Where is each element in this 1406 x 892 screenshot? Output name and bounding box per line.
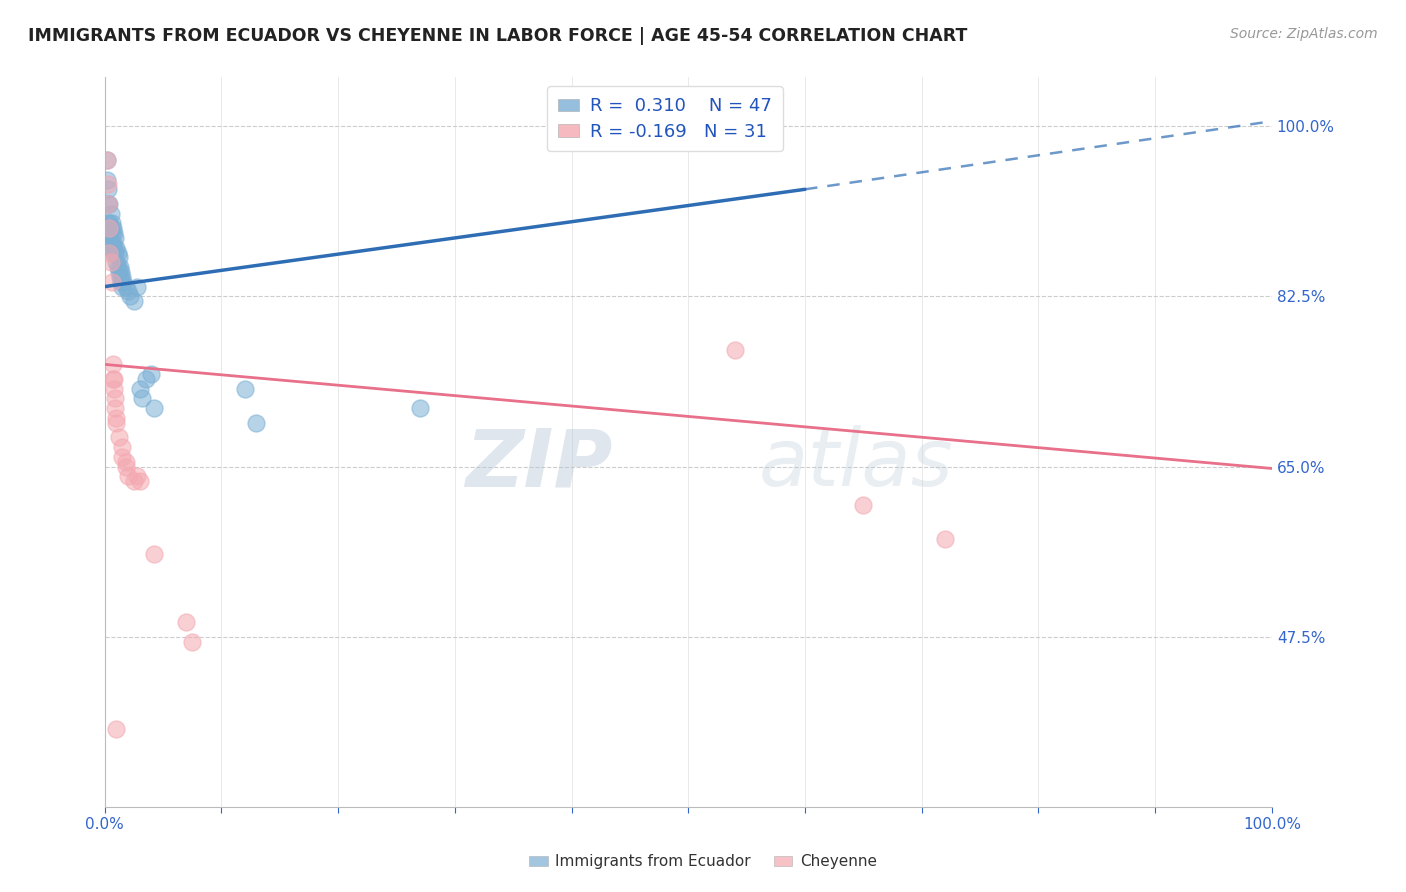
Point bbox=[101, 245, 124, 260]
Point bbox=[114, 279, 136, 293]
Point bbox=[97, 197, 120, 211]
Point bbox=[104, 401, 127, 416]
Point bbox=[98, 221, 121, 235]
Point bbox=[176, 615, 198, 629]
Point bbox=[111, 440, 134, 454]
Text: IMMIGRANTS FROM ECUADOR VS CHEYENNE IN LABOR FORCE | AGE 45-54 CORRELATION CHART: IMMIGRANTS FROM ECUADOR VS CHEYENNE IN L… bbox=[28, 27, 967, 45]
Point bbox=[101, 358, 124, 372]
Point bbox=[141, 367, 163, 381]
Point bbox=[111, 279, 134, 293]
Point bbox=[122, 474, 145, 488]
Point bbox=[100, 275, 122, 289]
Point bbox=[105, 416, 128, 430]
Point bbox=[105, 410, 128, 425]
Point bbox=[107, 260, 129, 274]
Point bbox=[128, 474, 150, 488]
Point bbox=[131, 392, 153, 406]
Point bbox=[107, 245, 129, 260]
Point bbox=[105, 255, 128, 269]
Point bbox=[122, 294, 145, 309]
Point bbox=[100, 255, 122, 269]
Point bbox=[117, 469, 139, 483]
Point bbox=[100, 206, 122, 220]
Point bbox=[112, 275, 135, 289]
Point bbox=[97, 216, 120, 230]
Point bbox=[110, 275, 132, 289]
Legend: Immigrants from Ecuador, Cheyenne: Immigrants from Ecuador, Cheyenne bbox=[523, 848, 883, 875]
Point bbox=[98, 216, 121, 230]
Point bbox=[127, 279, 149, 293]
Text: Source: ZipAtlas.com: Source: ZipAtlas.com bbox=[1230, 27, 1378, 41]
Point bbox=[104, 245, 127, 260]
Point bbox=[120, 289, 142, 303]
Text: atlas: atlas bbox=[758, 425, 953, 503]
Point bbox=[104, 231, 127, 245]
Point bbox=[96, 153, 118, 168]
Point bbox=[135, 372, 157, 386]
Point bbox=[142, 547, 165, 561]
Point bbox=[111, 269, 134, 284]
Point bbox=[97, 182, 120, 196]
Point bbox=[142, 401, 165, 416]
Point bbox=[98, 226, 121, 240]
Point bbox=[100, 216, 122, 230]
Point bbox=[245, 416, 267, 430]
Point bbox=[127, 469, 149, 483]
Point bbox=[98, 245, 121, 260]
Point bbox=[97, 178, 120, 192]
Point bbox=[110, 265, 132, 279]
Point bbox=[100, 226, 122, 240]
Point bbox=[105, 722, 128, 736]
Point bbox=[100, 235, 122, 250]
Point bbox=[101, 372, 124, 386]
Point bbox=[233, 382, 256, 396]
Point bbox=[103, 226, 125, 240]
Point bbox=[100, 241, 122, 255]
Point bbox=[852, 499, 875, 513]
Point bbox=[96, 153, 118, 168]
Point bbox=[108, 260, 131, 274]
Point bbox=[101, 221, 124, 235]
Text: ZIP: ZIP bbox=[465, 425, 613, 503]
Point bbox=[114, 455, 136, 469]
Point bbox=[104, 392, 127, 406]
Point bbox=[107, 430, 129, 444]
Point bbox=[103, 372, 125, 386]
Point bbox=[98, 197, 121, 211]
Point bbox=[108, 269, 131, 284]
Point bbox=[107, 265, 129, 279]
Point bbox=[100, 221, 122, 235]
Legend: R =  0.310    N = 47, R = -0.169   N = 31: R = 0.310 N = 47, R = -0.169 N = 31 bbox=[547, 87, 783, 152]
Point bbox=[111, 450, 134, 464]
Point bbox=[103, 382, 125, 396]
Point bbox=[181, 634, 204, 648]
Point bbox=[105, 241, 128, 255]
Point bbox=[107, 251, 129, 265]
Point bbox=[114, 459, 136, 474]
Point bbox=[117, 285, 139, 299]
Point bbox=[101, 235, 124, 250]
Point bbox=[103, 241, 125, 255]
Point bbox=[96, 172, 118, 186]
Point bbox=[409, 401, 432, 416]
Point bbox=[724, 343, 747, 357]
Point bbox=[97, 197, 120, 211]
Point bbox=[934, 533, 956, 547]
Point bbox=[128, 382, 150, 396]
